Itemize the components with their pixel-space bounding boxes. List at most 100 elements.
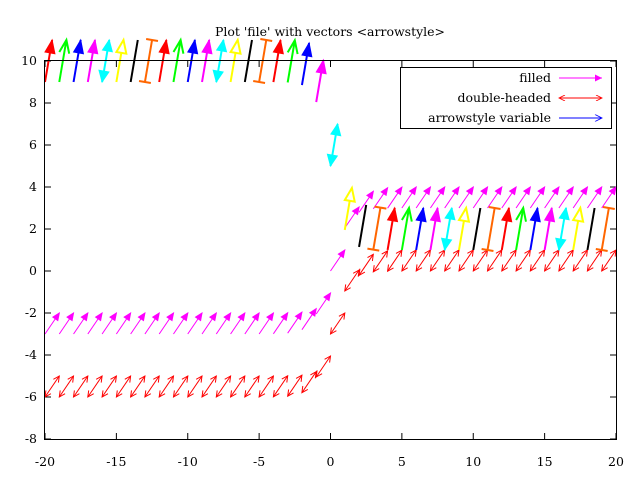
vector-filled — [444, 185, 460, 209]
vector-filled — [544, 185, 560, 209]
legend-label-arrowstyle-variable: arrowstyle variable — [428, 110, 551, 125]
vector-double-headed — [129, 375, 146, 398]
vector-arrowstyle-variable — [300, 41, 313, 86]
vector-double-headed — [558, 249, 574, 272]
y-axis: -8 -6 -4 -2 0 2 4 6 8 10 — [21, 53, 616, 446]
vector-filled — [372, 186, 389, 210]
vector-double-headed — [486, 249, 503, 272]
vector-double-headed — [386, 249, 403, 273]
chart-title: Plot 'file' with vectors <arrowstyle> — [215, 24, 445, 39]
vector-arrowstyle-variable — [243, 39, 253, 83]
vector-double-headed — [329, 312, 346, 335]
vector-filled — [601, 185, 617, 209]
vector-arrowstyle-variable — [253, 38, 273, 84]
vector-double-headed — [287, 374, 303, 398]
vector-filled — [358, 190, 375, 213]
vector-arrowstyle-variable — [286, 37, 299, 83]
vector-double-headed — [215, 375, 232, 398]
legend: filled double-headed arrowstyle variable — [400, 67, 612, 129]
y-tick-label: -4 — [25, 347, 37, 362]
vector-double-headed — [172, 375, 189, 398]
plot-border — [44, 60, 617, 440]
vector-double-headed — [115, 375, 132, 398]
vector-filled — [487, 185, 503, 209]
vector-arrowstyle-variable — [500, 206, 513, 251]
y-tick-label: 0 — [29, 263, 37, 278]
vector-filled — [44, 311, 61, 335]
vector-filled — [130, 311, 146, 335]
vector-arrowstyle-variable — [400, 205, 413, 251]
vector-filled — [587, 185, 603, 209]
vector-filled — [201, 311, 218, 335]
vector-double-headed — [601, 249, 617, 272]
vector-double-headed — [101, 375, 118, 398]
vector-filled — [115, 311, 132, 335]
vector-arrowstyle-variable — [586, 207, 596, 251]
vector-filled — [287, 311, 303, 334]
vector-arrowstyle-variable — [343, 185, 356, 231]
vector-double-headed — [187, 375, 203, 398]
vector-filled — [101, 311, 118, 335]
vector-filled — [458, 185, 475, 209]
vector-double-headed — [272, 374, 289, 398]
vector-double-headed — [501, 249, 517, 272]
vector-filled — [344, 205, 360, 229]
vector-double-headed — [344, 269, 360, 292]
vector-arrowstyle-variable — [326, 122, 342, 168]
vector-filled — [558, 185, 574, 209]
vector-double-headed — [244, 375, 260, 398]
vector-double-headed — [358, 253, 374, 277]
vector-arrowstyle-variable — [272, 38, 284, 83]
vector-double-headed — [315, 355, 332, 378]
vector-double-headed — [586, 249, 603, 272]
vector-filled — [472, 185, 489, 209]
vector-double-headed — [529, 249, 546, 272]
legend-label-filled: filled — [519, 70, 551, 85]
vector-filled — [401, 185, 417, 209]
vector-filled — [230, 311, 246, 335]
vector-double-headed — [158, 375, 175, 398]
vector-filled — [430, 185, 446, 209]
vector-filled — [258, 311, 275, 335]
vector-arrowstyle-variable — [315, 58, 327, 103]
vector-filled — [330, 248, 346, 272]
y-tick-label: 10 — [21, 53, 37, 68]
vector-double-headed — [429, 249, 446, 272]
vector-double-headed — [58, 375, 75, 398]
vector-arrowstyle-variable — [212, 38, 228, 84]
x-tick-label: 5 — [398, 454, 406, 469]
vector-filled — [315, 291, 332, 315]
vector-double-headed — [415, 249, 432, 272]
vector-double-headed — [87, 375, 103, 398]
vector-filled — [415, 185, 432, 209]
plot-area — [44, 37, 617, 398]
vector-arrowstyle-variable — [386, 206, 399, 251]
vector-filled — [572, 185, 589, 209]
vector-double-headed — [572, 249, 589, 272]
y-tick-label: -8 — [25, 431, 37, 446]
vector-filled — [87, 311, 103, 335]
x-tick-label: -5 — [253, 454, 265, 469]
vector-arrowstyle-variable — [367, 205, 387, 252]
x-tick-label: -20 — [35, 454, 55, 469]
vector-double-headed — [201, 375, 217, 398]
vector-filled — [501, 185, 517, 209]
vector-arrowstyle-variable — [457, 205, 471, 251]
vector-double-headed — [144, 375, 160, 398]
x-tick-label: -15 — [106, 454, 126, 469]
vector-filled — [244, 311, 260, 335]
vector-double-headed — [372, 249, 389, 273]
vector-double-headed — [258, 375, 275, 398]
y-tick-label: 6 — [29, 137, 37, 152]
vector-arrowstyle-variable — [555, 206, 570, 252]
vector-filled — [144, 311, 160, 335]
y-tick-label: -6 — [25, 389, 37, 404]
vector-arrowstyle-variable — [358, 204, 368, 248]
vector-double-headed — [458, 249, 474, 272]
vector-double-headed — [229, 375, 246, 398]
vector-double-headed — [515, 249, 531, 272]
vector-arrowstyle-variable — [472, 207, 482, 251]
vector-double-headed — [543, 249, 560, 272]
x-tick-label: -10 — [178, 454, 198, 469]
